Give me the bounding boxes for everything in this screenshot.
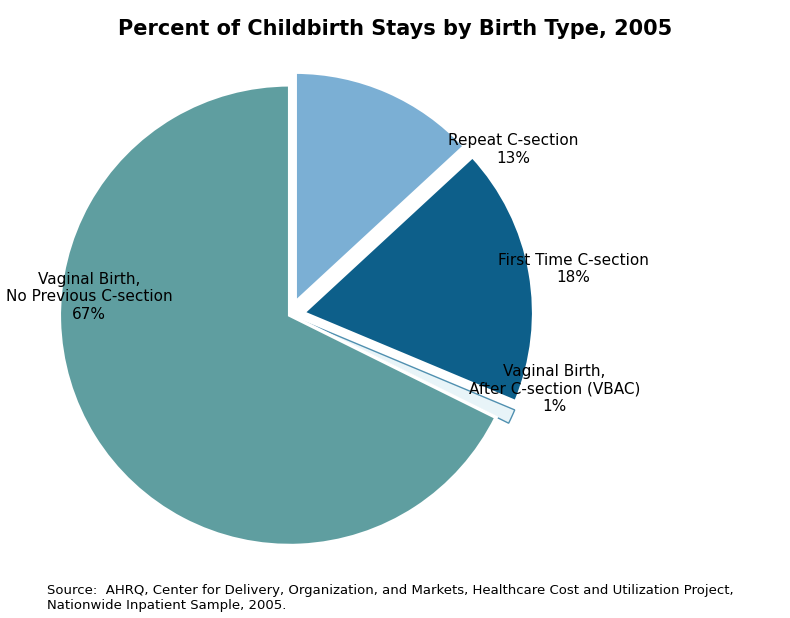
Text: First Time C-section
18%: First Time C-section 18% bbox=[498, 253, 649, 286]
Text: Percent of Childbirth Stays by Birth Type, 2005: Percent of Childbirth Stays by Birth Typ… bbox=[118, 19, 672, 38]
Wedge shape bbox=[59, 85, 496, 546]
Text: Vaginal Birth,
After C-section (VBAC)
1%: Vaginal Birth, After C-section (VBAC) 1% bbox=[469, 364, 640, 414]
Wedge shape bbox=[303, 321, 515, 423]
Wedge shape bbox=[303, 156, 533, 402]
Text: Repeat C-section
13%: Repeat C-section 13% bbox=[448, 133, 578, 166]
Text: Vaginal Birth,
No Previous C-section
67%: Vaginal Birth, No Previous C-section 67% bbox=[6, 272, 172, 321]
Wedge shape bbox=[295, 72, 465, 303]
Text: Source:  AHRQ, Center for Delivery, Organization, and Markets, Healthcare Cost a: Source: AHRQ, Center for Delivery, Organ… bbox=[47, 584, 734, 612]
